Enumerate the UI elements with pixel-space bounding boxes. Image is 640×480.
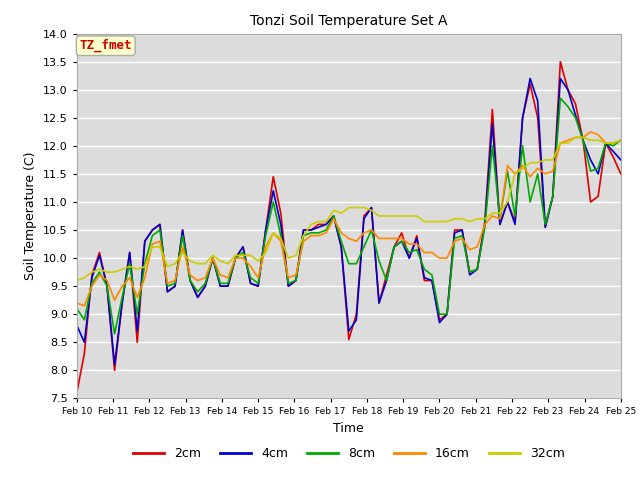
Text: TZ_fmet: TZ_fmet	[79, 39, 132, 52]
Y-axis label: Soil Temperature (C): Soil Temperature (C)	[24, 152, 38, 280]
Title: Tonzi Soil Temperature Set A: Tonzi Soil Temperature Set A	[250, 14, 447, 28]
X-axis label: Time: Time	[333, 422, 364, 435]
Legend: 2cm, 4cm, 8cm, 16cm, 32cm: 2cm, 4cm, 8cm, 16cm, 32cm	[128, 442, 570, 465]
